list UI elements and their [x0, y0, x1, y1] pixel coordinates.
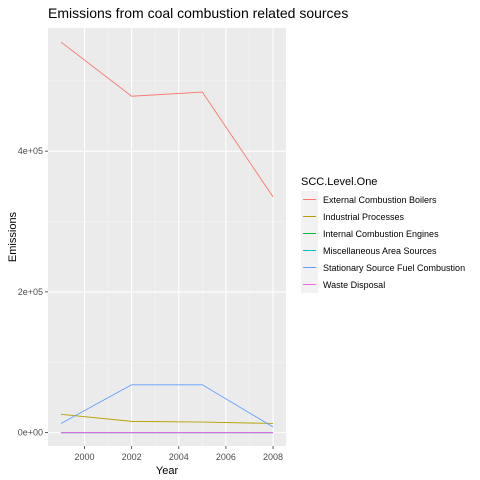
y-axis-title: Emissions: [7, 211, 19, 262]
legend-label-2: Internal Combustion Engines: [323, 229, 439, 239]
chart-title: Emissions from coal combustion related s…: [48, 5, 348, 21]
series-lines: [60, 41, 274, 434]
x-tick-label: 2002: [122, 452, 142, 462]
y-tick-label: 2e+05: [18, 287, 43, 297]
legend-label-3: Miscellaneous Area Sources: [323, 246, 437, 256]
plot-panel: [48, 28, 286, 446]
x-tick-label: 2006: [216, 452, 236, 462]
minor-gridlines: [48, 28, 286, 446]
y-tick-label: 4e+05: [18, 146, 43, 156]
x-axis-title: Year: [156, 465, 179, 477]
legend-label-1: Industrial Processes: [323, 212, 405, 222]
legend-title: SCC.Level.One: [301, 176, 377, 188]
legend-label-0: External Combustion Boilers: [323, 195, 437, 205]
x-tick-label: 2008: [263, 452, 283, 462]
legend: SCC.Level.One External Combustion Boiler…: [301, 176, 465, 293]
major-gridlines: [48, 28, 286, 446]
y-tick-label: 0e+00: [18, 428, 43, 438]
series-line-4: [60, 384, 274, 428]
x-tick-label: 2004: [169, 452, 189, 462]
x-tick-label: 2000: [75, 452, 95, 462]
y-axis: 0e+00 2e+05 4e+05: [18, 146, 48, 438]
legend-label-4: Stationary Source Fuel Combustion: [323, 263, 465, 273]
x-axis: 2000 2002 2004 2006 2008: [75, 446, 283, 462]
legend-label-5: Waste Disposal: [323, 280, 385, 290]
series-line-1: [60, 413, 274, 424]
series-line-0: [60, 41, 274, 198]
